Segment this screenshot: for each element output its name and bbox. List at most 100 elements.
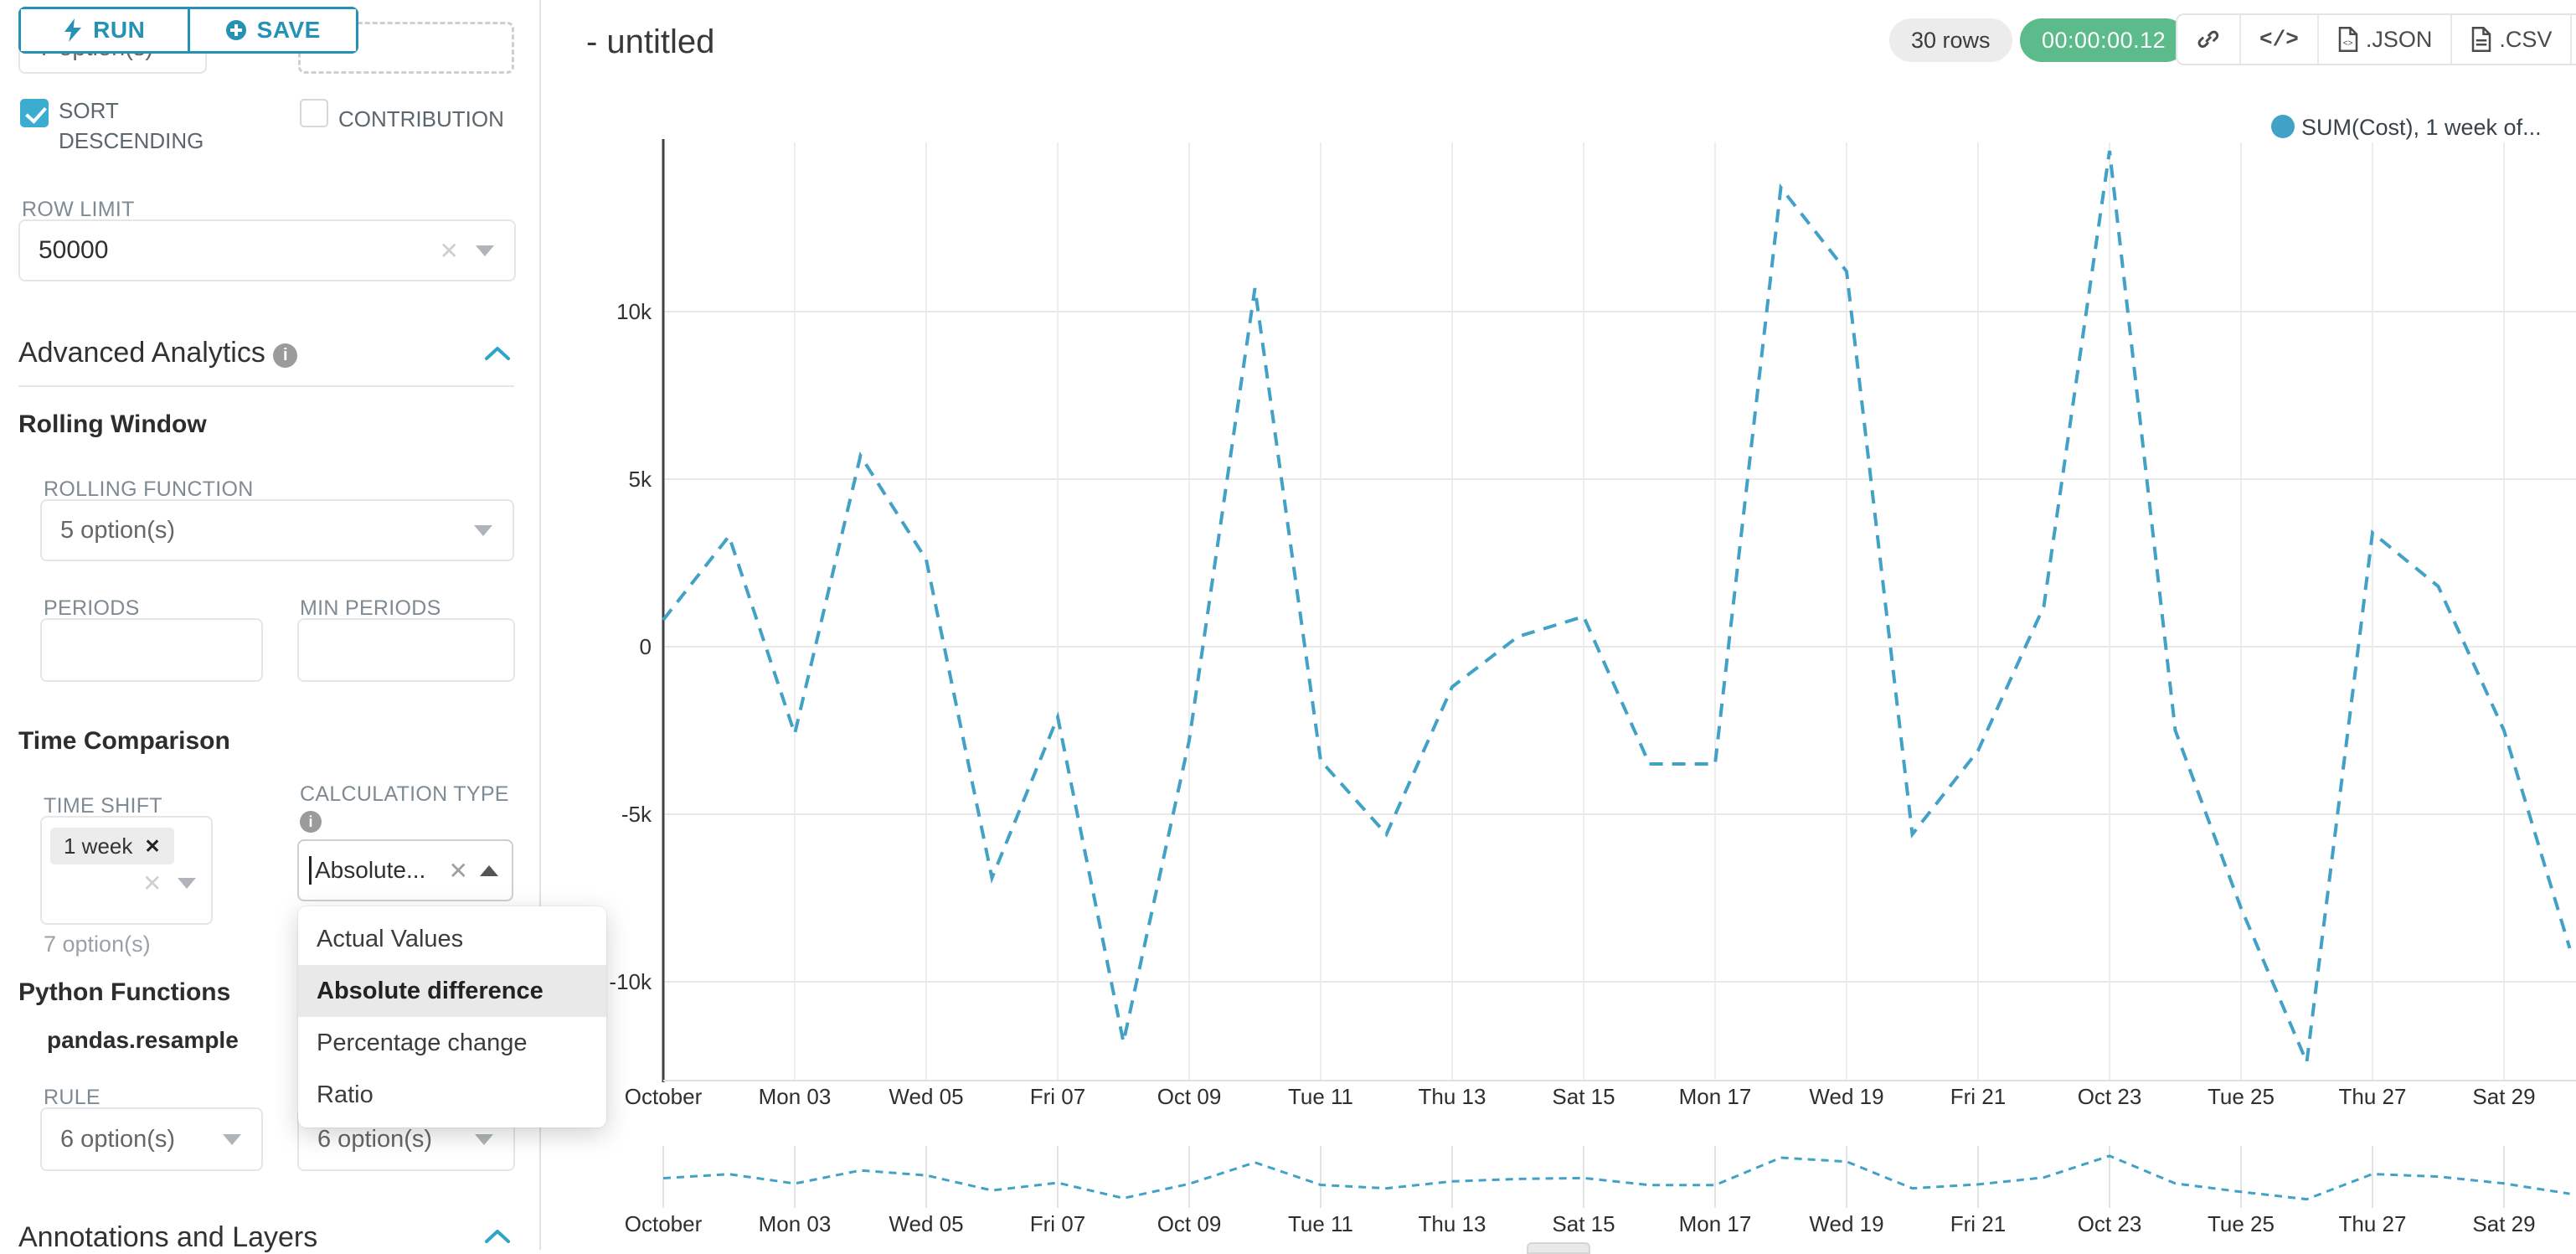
- series-line: [662, 150, 2572, 1069]
- contribution-checkbox[interactable]: [300, 99, 328, 127]
- mini-x-axis-tick-label: Mon 03: [759, 1211, 832, 1236]
- info-icon[interactable]: i: [273, 343, 298, 368]
- y-axis-tick-label: -5k: [621, 802, 652, 827]
- row-limit-select[interactable]: 50000 ✕: [18, 219, 516, 281]
- rolling-function-select[interactable]: 5 option(s): [40, 499, 514, 561]
- calculation-type-select[interactable]: Absolute... ✕: [297, 839, 513, 901]
- chart-canvas[interactable]: 10k 5k 0 -5k -10k October October Mon 03 Mon 03 W…: [541, 0, 2576, 1250]
- x-axis-tick-label: Mon 17: [1679, 1084, 1752, 1109]
- mini-x-axis-tick-label: Oct 09: [1157, 1211, 1222, 1236]
- mini-x-axis-tick-label: October: [625, 1211, 703, 1236]
- annotations-header: Annotations and Layers: [18, 1221, 318, 1253]
- time-shift-tag[interactable]: 1 week ✕: [50, 828, 174, 864]
- embed-code-button[interactable]: </>: [2239, 15, 2317, 64]
- x-axis-tick-label: Oct 23: [2078, 1084, 2142, 1109]
- mini-x-axis-tick-label: Oct 23: [2078, 1211, 2142, 1236]
- export-csv-button[interactable]: .CSV: [2450, 15, 2571, 64]
- legend-marker: [2271, 115, 2295, 138]
- dropdown-option-ratio[interactable]: Ratio: [317, 1081, 374, 1108]
- rows-count-badge: 30 rows: [1889, 18, 2012, 62]
- mini-x-axis-tick-label: Tue 11: [1288, 1211, 1353, 1236]
- x-axis-tick-label: Thu 13: [1419, 1084, 1486, 1109]
- periods-label: PERIODS: [44, 596, 140, 620]
- clear-icon[interactable]: ✕: [448, 857, 468, 884]
- mini-x-axis-tick-label: Wed 19: [1809, 1211, 1883, 1236]
- advanced-analytics-header: Advanced Analytics i: [18, 337, 298, 369]
- menu-button[interactable]: [2570, 15, 2576, 64]
- x-axis-tick-label: Fri 21: [1950, 1084, 2006, 1109]
- run-button[interactable]: RUN: [21, 9, 188, 51]
- chevron-down-icon[interactable]: [474, 524, 492, 536]
- mini-x-axis-tick-label: Wed 05: [889, 1211, 963, 1236]
- min-periods-input[interactable]: [297, 618, 515, 682]
- link-icon: [2197, 30, 2219, 49]
- calculation-type-label: CALCULATION TYPE: [300, 782, 509, 806]
- sort-descending-checkbox[interactable]: [20, 99, 49, 127]
- row-limit-label: ROW LIMIT: [22, 198, 135, 221]
- dropdown-option-percentage-change[interactable]: Percentage change: [317, 1030, 528, 1056]
- x-axis-tick-label: Wed 19: [1809, 1084, 1883, 1109]
- copy-link-button[interactable]: [2177, 15, 2239, 64]
- chevron-down-icon[interactable]: [475, 1133, 493, 1145]
- y-axis-tick-label: 5k: [629, 467, 652, 492]
- control-panel: 7 option(s) RUN SAVE SORT DESCENDING CON…: [0, 0, 606, 1253]
- x-axis-tick-label: Wed 05: [889, 1084, 963, 1109]
- time-shift-helper: 7 option(s): [44, 931, 151, 957]
- min-periods-label: MIN PERIODS: [300, 596, 441, 620]
- dropdown-option-actual-values[interactable]: Actual Values: [317, 926, 464, 952]
- remove-tag-icon[interactable]: ✕: [144, 834, 161, 857]
- dropdown-option-absolute-difference[interactable]: Absolute difference: [298, 965, 606, 1017]
- mini-x-axis-tick-label: Fri 21: [1950, 1211, 2006, 1236]
- y-axis-tick-label: -10k: [609, 969, 652, 994]
- x-axis-tick-label: October: [625, 1084, 703, 1109]
- file-icon: [2472, 27, 2491, 52]
- mini-series-line: [662, 1154, 2570, 1201]
- mini-x-axis-tick-label: Thu 27: [2339, 1211, 2407, 1236]
- x-axis-tick-label: Tue 25: [2208, 1084, 2275, 1109]
- mini-x-axis-tick-label: Sat 15: [1552, 1211, 1615, 1236]
- file-icon: <>: [2338, 27, 2358, 52]
- section-divider: [18, 385, 514, 387]
- calculation-type-value: Absolute...: [315, 857, 426, 883]
- time-comparison-header: Time Comparison: [18, 727, 230, 755]
- lightning-icon: [64, 18, 82, 42]
- chart-title[interactable]: - untitled: [586, 23, 715, 60]
- info-icon[interactable]: i: [300, 811, 322, 833]
- chevron-down-icon[interactable]: [178, 878, 196, 889]
- drag-handle[interactable]: [1527, 1242, 1590, 1254]
- run-save-button-group: RUN SAVE: [18, 7, 358, 54]
- sort-descending-label: SORT DESCENDING: [59, 98, 204, 153]
- x-axis-tick-label: Oct 09: [1157, 1084, 1222, 1109]
- collapse-chevron-up-icon[interactable]: [484, 1228, 511, 1245]
- mini-x-axis-tick-label: Fri 07: [1030, 1211, 1085, 1236]
- export-json-button[interactable]: <> .JSON: [2316, 15, 2451, 64]
- periods-input[interactable]: [40, 618, 263, 682]
- clear-icon[interactable]: ✕: [439, 237, 459, 264]
- chevron-down-icon[interactable]: [476, 245, 494, 256]
- rule-label: RULE: [44, 1086, 100, 1109]
- mini-x-axis-tick-label: Tue 25: [2208, 1211, 2275, 1236]
- y-axis-tick-label: 0: [640, 634, 652, 659]
- collapse-chevron-up-icon[interactable]: [484, 345, 511, 362]
- query-timer-badge: 00:00:00.12: [2020, 18, 2188, 62]
- x-axis-tick-label: Tue 11: [1288, 1084, 1353, 1109]
- plus-circle-icon: [225, 20, 246, 40]
- rolling-function-label: ROLLING FUNCTION: [44, 477, 254, 501]
- y-axis-tick-label: 10k: [616, 299, 652, 324]
- pandas-resample-label: pandas.resample: [47, 1027, 239, 1053]
- x-axis-tick-label: Sat 15: [1552, 1084, 1615, 1109]
- rolling-window-header: Rolling Window: [18, 410, 207, 438]
- x-axis-tick-label: Thu 27: [2339, 1084, 2407, 1109]
- clear-icon[interactable]: ✕: [142, 870, 162, 896]
- contribution-label: CONTRIBUTION: [338, 106, 504, 132]
- rule-select[interactable]: 6 option(s): [40, 1107, 263, 1171]
- x-axis-tick-label: Sat 29: [2472, 1084, 2535, 1109]
- save-button[interactable]: SAVE: [187, 9, 356, 51]
- time-shift-multiselect[interactable]: 1 week ✕ ✕: [40, 816, 213, 925]
- code-icon: </>: [2259, 27, 2299, 52]
- chevron-up-icon[interactable]: [480, 864, 498, 876]
- x-axis-tick-label: Mon 03: [759, 1084, 832, 1109]
- row-limit-value: 50000: [39, 236, 109, 264]
- x-axis-tick-label: Fri 07: [1030, 1084, 1085, 1109]
- chevron-down-icon[interactable]: [223, 1133, 241, 1145]
